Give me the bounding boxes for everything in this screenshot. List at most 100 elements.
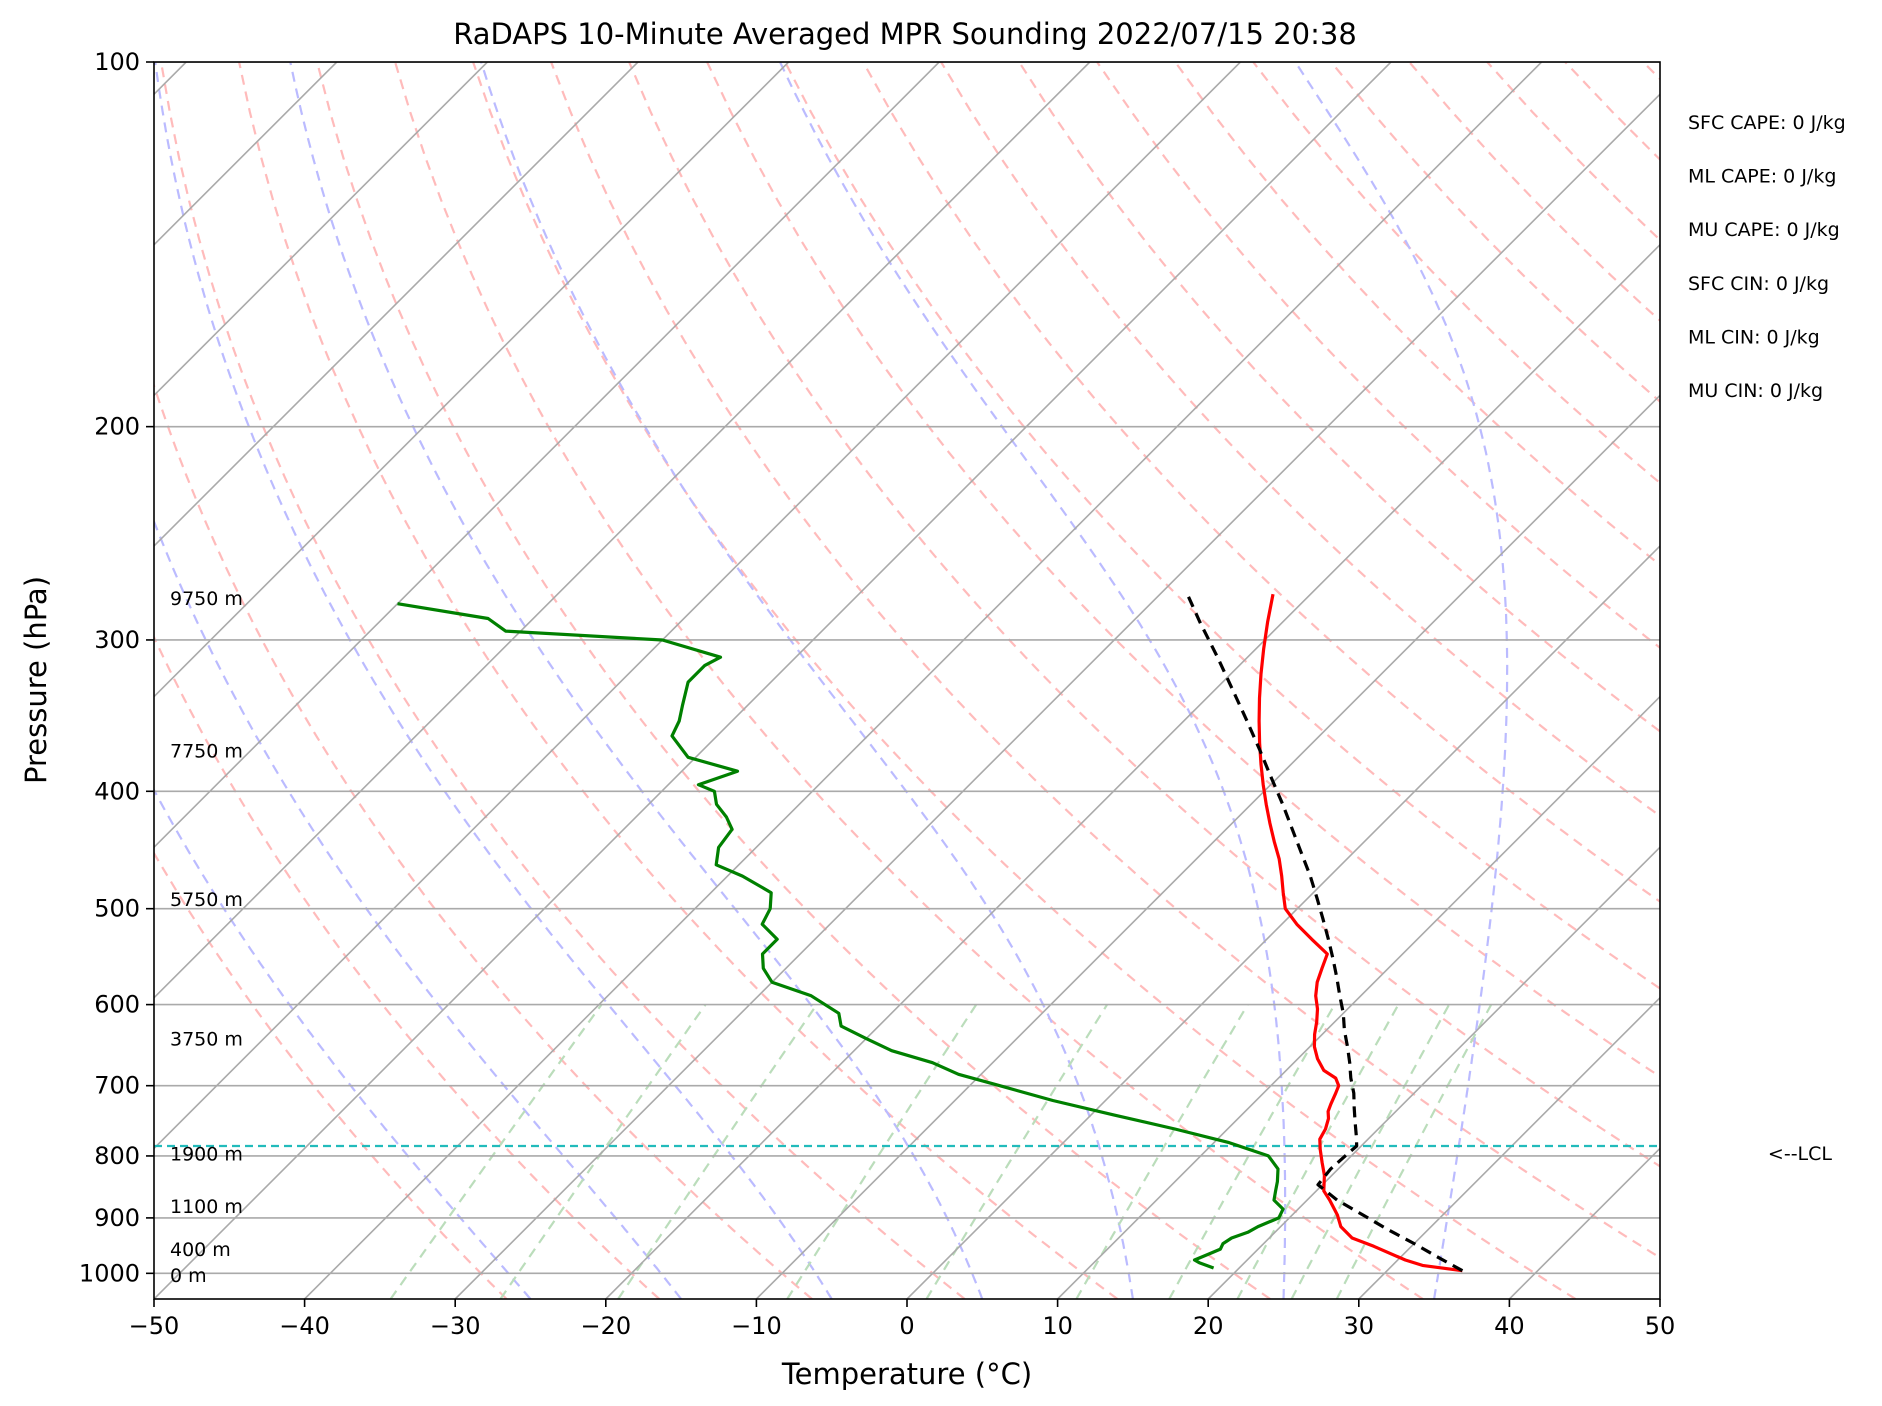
isotherm — [1057, 695, 1660, 1299]
dry-adiabat — [1174, 62, 1660, 567]
mixing-ratio-line — [389, 1003, 603, 1299]
isotherm — [1811, 62, 1882, 1299]
isotherm — [1358, 996, 1660, 1299]
dry-adiabat — [1408, 62, 1660, 322]
y-tick-label: 900 — [94, 1204, 140, 1232]
mixing-ratio-line — [1168, 1004, 1336, 1299]
dry-adiabat — [154, 382, 813, 1299]
y-tick-label: 700 — [94, 1072, 140, 1100]
y-axis-label: Pressure (hPa) — [19, 576, 53, 784]
moist-adiabat — [1294, 62, 1509, 1299]
x-tick-label: 30 — [1344, 1312, 1375, 1340]
isotherm — [605, 243, 1660, 1299]
y-tick-label: 200 — [94, 413, 140, 441]
temperature-line — [1257, 593, 1463, 1273]
y-axis: 100 200 300 400 500 600 700 800 900 1000 — [79, 48, 154, 1287]
y-tick-label: 100 — [94, 48, 140, 76]
dry-adiabat — [238, 62, 1119, 1299]
mixing-ratio-line — [499, 1003, 707, 1299]
dry-adiabat — [1564, 62, 1660, 162]
lcl-label: <--LCL — [1768, 1143, 1832, 1165]
height-label: 5750 m — [170, 889, 243, 911]
height-labels: 9750 m 7750 m 5750 m 3750 m 1900 m 1100 m 400 … — [170, 588, 243, 1287]
isotherm — [154, 62, 940, 849]
dry-adiabat — [394, 62, 1424, 1299]
dry-adiabat — [1252, 62, 1660, 485]
dry-adiabat — [550, 62, 1660, 1259]
index-text: SFC CIN: 0 J/kg — [1688, 273, 1829, 295]
isotherm — [154, 62, 1392, 1299]
moist-adiabat — [154, 62, 833, 1299]
dry-adiabat — [628, 62, 1660, 1168]
x-tick-label: 10 — [1042, 1312, 1073, 1340]
isotherm — [1207, 846, 1660, 1299]
mixing-ratio-line — [786, 1003, 978, 1299]
y-tick-label: 1000 — [79, 1259, 140, 1287]
x-tick-label: 20 — [1193, 1312, 1224, 1340]
dry-adiabat — [1096, 62, 1660, 650]
mixing-ratio-line — [1290, 1004, 1451, 1299]
isotherm — [906, 544, 1660, 1299]
isotherm — [1508, 1147, 1660, 1299]
index-text: SFC CAPE: 0 J/kg — [1688, 112, 1846, 134]
isotherm — [755, 394, 1660, 1299]
dry-adiabat — [706, 62, 1660, 1078]
data-lines — [397, 593, 1464, 1273]
moist-adiabat — [480, 62, 1134, 1299]
isotherm — [454, 93, 1660, 1299]
mixing-ratio-line — [1236, 1004, 1400, 1299]
thermo-indices: SFC CAPE: 0 J/kg ML CAPE: 0 J/kg MU CAPE: … — [1688, 112, 1846, 402]
moist-adiabat — [154, 787, 532, 1299]
mixing-ratio-line — [617, 1003, 818, 1299]
dry-adiabat — [1721, 62, 1882, 1299]
isotherm — [154, 62, 639, 548]
dry-adiabat — [784, 62, 1660, 990]
dry-adiabat — [1642, 62, 1660, 81]
y-tick-label: 400 — [94, 777, 140, 805]
y-tick-label: 600 — [94, 991, 140, 1019]
height-label: 7750 m — [170, 740, 243, 762]
x-tick-label: −10 — [731, 1312, 782, 1340]
dry-adiabat — [940, 62, 1660, 818]
lcl-layer: <--LCL — [154, 1143, 1832, 1165]
dry-adiabat — [1330, 62, 1660, 404]
index-text: ML CIN: 0 J/kg — [1688, 326, 1820, 348]
index-text: MU CAPE: 0 J/kg — [1688, 219, 1840, 241]
isotherm — [154, 62, 488, 397]
index-text: ML CAPE: 0 J/kg — [1688, 166, 1836, 188]
height-label: 1100 m — [170, 1196, 243, 1218]
chart-title: RaDAPS 10-Minute Averaged MPR Sounding 2… — [453, 17, 1357, 51]
y-tick-label: 300 — [94, 626, 140, 654]
mixing-ratio-line — [1335, 1004, 1493, 1299]
isotherm — [154, 62, 790, 698]
height-label: 1900 m — [170, 1143, 243, 1165]
x-tick-label: 0 — [899, 1312, 914, 1340]
dry-adiabat — [472, 62, 1577, 1299]
isotherm — [304, 62, 1543, 1299]
dry-adiabat — [160, 62, 966, 1299]
moist-adiabat — [154, 518, 682, 1299]
parcel-line — [1186, 595, 1464, 1273]
dewpoint-line — [397, 602, 1285, 1270]
isotherm — [1659, 1297, 1660, 1299]
dry-adiabat — [862, 62, 1660, 903]
x-tick-label: −30 — [430, 1312, 481, 1340]
y-tick-label: 500 — [94, 895, 140, 923]
x-tick-label: −50 — [129, 1312, 180, 1340]
x-axis-label: Temperature (°C) — [781, 1357, 1032, 1391]
isotherm — [154, 62, 1241, 1150]
height-label: 0 m — [170, 1265, 207, 1287]
index-text: MU CIN: 0 J/kg — [1688, 380, 1823, 402]
x-tick-label: 50 — [1645, 1312, 1676, 1340]
height-label: 3750 m — [170, 1029, 243, 1051]
mixing-ratio-line — [925, 1004, 1109, 1299]
dry-adiabat — [154, 634, 661, 1299]
x-axis: −50 −40 −30 −20 −10 0 10 20 30 40 50 — [129, 1299, 1676, 1340]
x-tick-label: −20 — [580, 1312, 631, 1340]
x-tick-label: 40 — [1494, 1312, 1525, 1340]
height-label: 400 m — [170, 1239, 231, 1261]
x-tick-label: −40 — [279, 1312, 330, 1340]
moist-adiabat — [779, 62, 1287, 1299]
isotherm — [154, 62, 1091, 999]
